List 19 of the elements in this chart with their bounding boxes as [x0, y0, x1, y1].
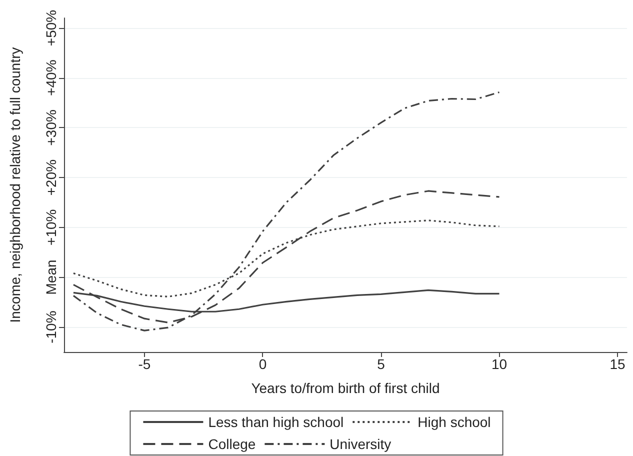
y-tick-label: +50%	[43, 10, 59, 46]
legend-label: University	[330, 436, 392, 452]
y-tick-label: +40%	[43, 60, 59, 96]
x-tick-label: 0	[258, 356, 267, 372]
y-tick-label: +10%	[43, 209, 59, 246]
y-tick-label: Mean	[43, 260, 59, 295]
legend-label: Less than high school	[208, 414, 344, 430]
y-tick-label: +20%	[43, 159, 59, 196]
legend-label: College	[208, 436, 256, 452]
x-tick-label: -5	[138, 356, 151, 372]
line-series	[72, 91, 500, 332]
x-tick-label: 10	[491, 356, 508, 372]
y-tick-label: -10%	[43, 310, 59, 344]
x-axis-title: Years to/from birth of first child	[251, 380, 440, 396]
x-tick-label: 5	[377, 356, 386, 372]
y-axis-title: Income, neighborhood relative to full country	[7, 47, 23, 323]
x-tick-label: 15	[610, 356, 626, 372]
y-tick-label: +30%	[43, 110, 59, 146]
legend-label: High school	[418, 414, 491, 430]
